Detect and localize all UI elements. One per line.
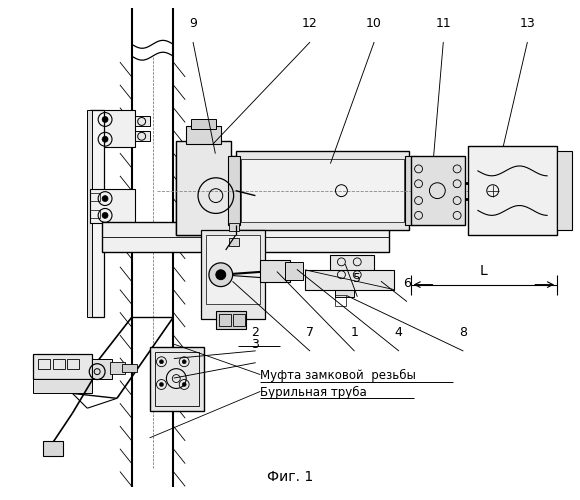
Text: 3: 3 <box>252 338 259 351</box>
Text: 6: 6 <box>403 276 411 289</box>
Bar <box>557 151 572 230</box>
Text: 12: 12 <box>302 18 318 30</box>
Bar <box>411 156 465 226</box>
Bar <box>228 156 240 226</box>
Text: 7: 7 <box>306 326 314 339</box>
Bar <box>335 294 346 306</box>
Bar <box>92 359 112 378</box>
Bar <box>135 132 150 141</box>
Circle shape <box>102 136 108 142</box>
Bar <box>87 110 92 317</box>
Bar <box>186 126 221 144</box>
Bar <box>229 238 238 246</box>
Circle shape <box>160 360 164 364</box>
Circle shape <box>216 270 226 280</box>
Text: 13: 13 <box>520 18 535 30</box>
Text: L: L <box>480 264 488 278</box>
Circle shape <box>182 382 186 386</box>
Text: 2: 2 <box>252 326 259 339</box>
Circle shape <box>102 196 108 202</box>
Bar <box>90 188 135 224</box>
Bar <box>176 141 231 235</box>
Text: 4: 4 <box>395 326 403 339</box>
Bar <box>219 314 231 326</box>
Bar <box>260 260 290 281</box>
Text: Бурильная труба: Бурильная труба <box>260 386 367 398</box>
Bar <box>241 159 404 222</box>
Bar <box>43 441 63 456</box>
Bar <box>150 347 204 411</box>
Bar <box>53 359 64 368</box>
Bar <box>33 378 92 394</box>
Circle shape <box>102 212 108 218</box>
Circle shape <box>209 263 233 286</box>
Bar <box>216 312 245 329</box>
Text: 10: 10 <box>366 18 382 30</box>
Circle shape <box>102 116 108 122</box>
Text: 8: 8 <box>459 326 467 339</box>
Bar <box>329 255 374 284</box>
Bar <box>110 362 125 374</box>
Bar <box>206 235 260 304</box>
Bar <box>90 192 100 200</box>
Text: Муфта замковой  резьбы: Муфта замковой резьбы <box>260 368 416 382</box>
Bar <box>90 132 100 139</box>
Bar <box>90 210 100 218</box>
Bar <box>135 116 150 126</box>
Bar <box>285 262 303 280</box>
Circle shape <box>160 382 164 386</box>
Text: Фиг. 1: Фиг. 1 <box>267 470 313 484</box>
Bar <box>405 156 416 226</box>
Bar <box>90 110 104 317</box>
Bar <box>154 352 199 406</box>
Bar <box>38 359 50 368</box>
Bar <box>191 120 216 130</box>
Bar <box>33 354 92 378</box>
Bar <box>233 314 245 326</box>
Bar <box>90 110 135 147</box>
Circle shape <box>182 360 186 364</box>
Bar <box>102 222 389 252</box>
Bar <box>235 151 409 230</box>
Bar <box>67 359 79 368</box>
Bar <box>335 280 354 297</box>
Bar <box>201 230 265 319</box>
Polygon shape <box>305 270 394 289</box>
Bar <box>176 156 255 235</box>
Bar <box>468 146 557 235</box>
Text: 11: 11 <box>436 18 451 30</box>
Text: 5: 5 <box>353 272 361 284</box>
Bar <box>90 114 100 122</box>
Text: 9: 9 <box>189 18 197 30</box>
Text: 1: 1 <box>350 326 358 339</box>
Bar <box>122 364 137 372</box>
Bar <box>229 224 238 231</box>
